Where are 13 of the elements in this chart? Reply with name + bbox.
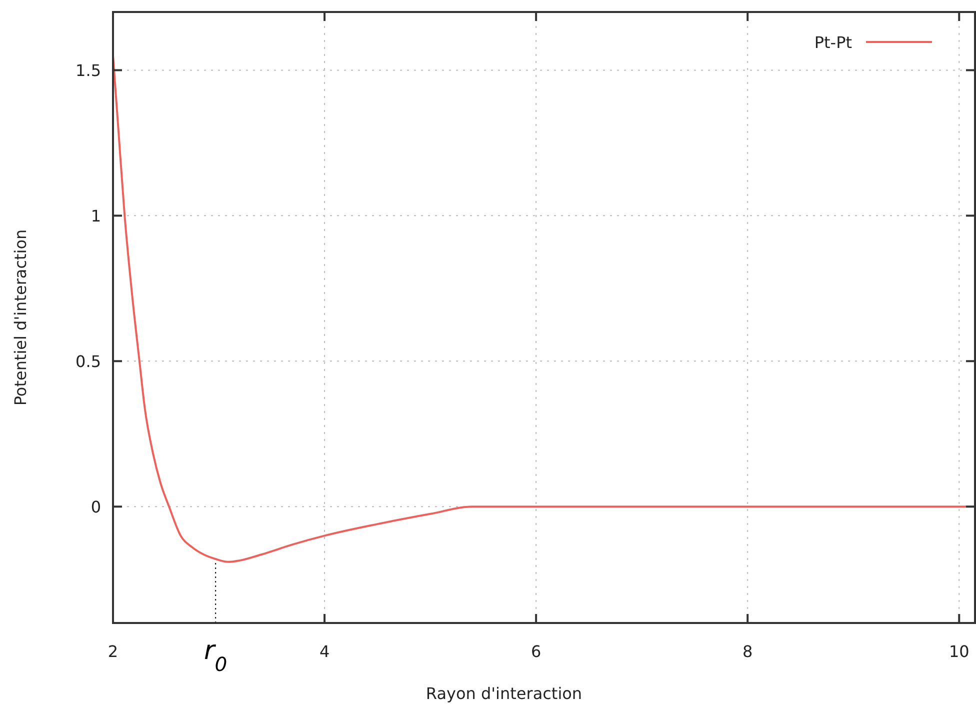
x-axis-title: Rayon d'interaction (426, 684, 582, 703)
x-tick-label: 2 (108, 642, 118, 661)
x-tick-label: 6 (530, 642, 542, 661)
y-axis-title: Potentiel d'interaction (11, 229, 30, 406)
ref-line-label: r$_{0}$ (204, 636, 228, 676)
y-tick-label: 1 (90, 206, 101, 226)
x-tick-label: 4 (319, 642, 330, 661)
x-tick-label: 10 (948, 642, 970, 661)
x-tick-label: 8 (742, 642, 753, 661)
y-tick-label: 1.5 (76, 61, 101, 80)
legend-label: Pt-Pt (814, 33, 852, 52)
y-tick-label: 0.5 (76, 352, 101, 372)
y-tick-label: 0 (90, 498, 101, 517)
